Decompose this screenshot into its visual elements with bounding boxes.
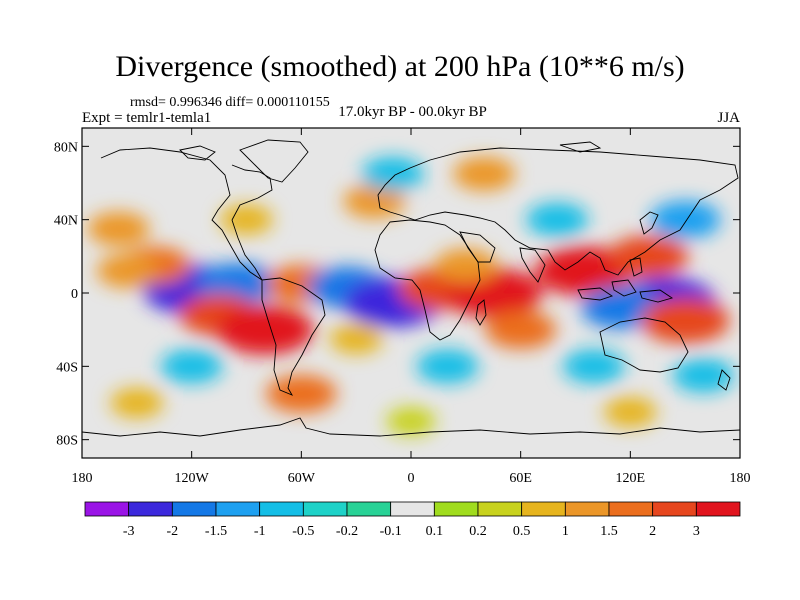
colorbar: -3 -2 -1.5 -1 -0.5 -0.2 -0.1 0.1 0.2 0.5 1 1.5 2 3	[84, 501, 741, 539]
lat-tick-label-0: 80N	[54, 140, 78, 155]
colorbar-label-5: -0.2	[336, 524, 358, 539]
stats-text: rmsd= 0.996346 diff= 0.000110155	[130, 95, 330, 110]
period-label: 17.0kyr BP - 00.0kyr BP	[338, 104, 487, 120]
season-label: JJA	[717, 110, 740, 126]
lon-tick-label-1: 120W	[175, 471, 210, 486]
colorbar-swatch-2	[171, 501, 217, 517]
colorbar-swatch-7	[390, 501, 435, 517]
colorbar-swatch-11	[564, 501, 610, 517]
divergence-field	[87, 156, 735, 436]
colorbar-label-10: 1	[562, 524, 569, 539]
field-blob-22	[453, 156, 516, 191]
colorbar-swatch-3	[215, 501, 261, 517]
field-blob-21	[361, 156, 424, 191]
coastlines	[82, 139, 740, 437]
field-blob-20	[343, 184, 406, 219]
colorbar-swatch-8	[433, 501, 479, 517]
lon-tick-label-0: 180	[72, 471, 93, 486]
lon-tick-label-4: 60E	[509, 471, 532, 486]
lat-tick-label-3: 40S	[56, 360, 78, 375]
field-blob-30	[220, 204, 273, 235]
field-blob-24	[265, 374, 337, 413]
colorbar-swatch-14	[695, 501, 741, 517]
lon-tick-label-6: 180	[730, 471, 751, 486]
colorbar-label-6: -0.1	[380, 524, 402, 539]
colorbar-label-7: 0.1	[426, 524, 444, 539]
field-blob-23	[160, 349, 223, 384]
lon-tick-label-5: 120E	[616, 471, 646, 486]
colorbar-swatch-9	[477, 501, 523, 517]
field-blob-28	[329, 323, 383, 354]
field-blob-33	[603, 397, 657, 428]
field-blob-29	[526, 202, 589, 237]
lon-tick-label-2: 60W	[288, 471, 316, 486]
plot-title: Divergence (smoothed) at 200 hPa (10**6 …	[115, 50, 685, 83]
colorbar-label-2: -1.5	[205, 524, 227, 539]
colorbar-label-11: 1.5	[600, 524, 618, 539]
colorbar-swatch-12	[608, 501, 654, 517]
field-blob-25	[416, 349, 479, 384]
colorbar-label-4: -0.5	[292, 524, 314, 539]
colorbar-swatch-6	[346, 501, 392, 517]
experiment-label: Expt = temlr1-temla1	[82, 110, 212, 126]
colorbar-label-8: 0.2	[469, 524, 487, 539]
colorbar-label-1: -2	[166, 524, 178, 539]
field-blob-11	[434, 248, 497, 283]
colorbar-swatch-10	[521, 501, 566, 517]
field-blob-27	[672, 358, 735, 393]
lat-tick-label-4: 80S	[56, 434, 78, 449]
colorbar-label-13: 3	[693, 524, 700, 539]
field-blob-19	[87, 211, 150, 246]
field-blob-17	[640, 297, 730, 344]
field-blob-5	[215, 304, 314, 355]
colorbar-label-12: 2	[649, 524, 656, 539]
colorbar-swatch-13	[652, 501, 697, 517]
colorbar-swatch-5	[302, 501, 348, 517]
lat-tick-label-1: 40N	[54, 214, 78, 229]
field-blob-32	[386, 407, 436, 436]
colorbar-label-0: -3	[123, 524, 135, 539]
colorbar-swatch-4	[259, 501, 304, 517]
field-blob-12	[485, 310, 557, 349]
field-blob-31	[110, 388, 164, 418]
field-blob-26	[562, 349, 625, 384]
lat-tick-label-2: 0	[71, 287, 78, 302]
colorbar-swatch-0	[84, 501, 130, 517]
field-blob-3	[96, 254, 159, 288]
map-axes: 180 120W 60W 0 60E 120E 180 80N 40N 0 40S 80S	[54, 128, 751, 486]
colorbar-label-3: -1	[254, 524, 266, 539]
field-blob-14	[608, 235, 689, 278]
field-blob-18	[649, 200, 721, 239]
lon-tick-label-3: 0	[408, 471, 415, 486]
colorbar-label-9: 0.5	[513, 524, 531, 539]
colorbar-swatch-1	[128, 501, 173, 517]
